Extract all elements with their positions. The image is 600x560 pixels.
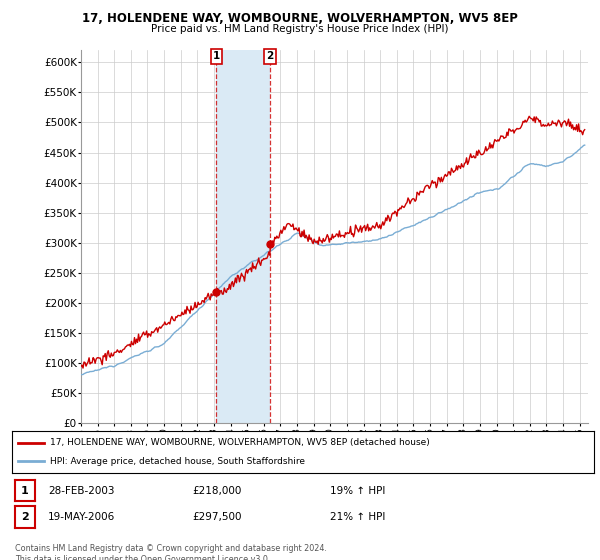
Text: 19-MAY-2006: 19-MAY-2006 (48, 512, 115, 522)
Text: 2: 2 (21, 512, 29, 522)
Text: 1: 1 (21, 486, 29, 496)
Text: 19% ↑ HPI: 19% ↑ HPI (330, 486, 385, 496)
Text: 28-FEB-2003: 28-FEB-2003 (48, 486, 115, 496)
Text: £218,000: £218,000 (192, 486, 241, 496)
Text: 17, HOLENDENE WAY, WOMBOURNE, WOLVERHAMPTON, WV5 8EP: 17, HOLENDENE WAY, WOMBOURNE, WOLVERHAMP… (82, 12, 518, 25)
Text: Contains HM Land Registry data © Crown copyright and database right 2024.
This d: Contains HM Land Registry data © Crown c… (15, 544, 327, 560)
Text: £297,500: £297,500 (192, 512, 241, 522)
Text: 17, HOLENDENE WAY, WOMBOURNE, WOLVERHAMPTON, WV5 8EP (detached house): 17, HOLENDENE WAY, WOMBOURNE, WOLVERHAMP… (50, 438, 430, 447)
Text: HPI: Average price, detached house, South Staffordshire: HPI: Average price, detached house, Sout… (50, 457, 305, 466)
Text: Price paid vs. HM Land Registry's House Price Index (HPI): Price paid vs. HM Land Registry's House … (151, 24, 449, 34)
Text: 21% ↑ HPI: 21% ↑ HPI (330, 512, 385, 522)
Text: 2: 2 (266, 52, 274, 62)
Bar (217, 50, 270, 423)
Text: 1: 1 (213, 52, 220, 62)
